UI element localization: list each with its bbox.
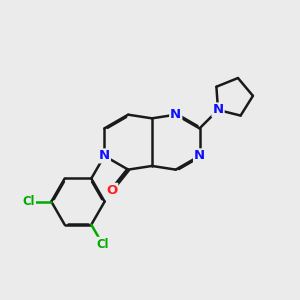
Text: Cl: Cl bbox=[96, 238, 109, 251]
Text: N: N bbox=[194, 149, 205, 162]
Text: O: O bbox=[106, 184, 117, 197]
Text: Cl: Cl bbox=[22, 195, 35, 208]
Text: N: N bbox=[99, 149, 110, 162]
Text: N: N bbox=[170, 108, 181, 121]
Text: N: N bbox=[212, 103, 224, 116]
